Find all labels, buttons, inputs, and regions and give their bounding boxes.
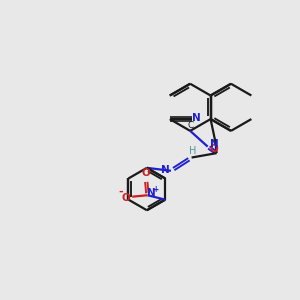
Text: C: C	[187, 122, 194, 130]
Text: O: O	[142, 168, 151, 178]
Text: N: N	[147, 188, 155, 198]
Text: O: O	[122, 193, 130, 202]
Text: N: N	[161, 166, 170, 176]
Text: O: O	[210, 144, 219, 154]
Text: H: H	[189, 146, 196, 156]
Text: -: -	[119, 186, 123, 197]
Text: N: N	[210, 139, 218, 149]
Text: +: +	[152, 185, 158, 194]
Text: N: N	[192, 113, 201, 124]
